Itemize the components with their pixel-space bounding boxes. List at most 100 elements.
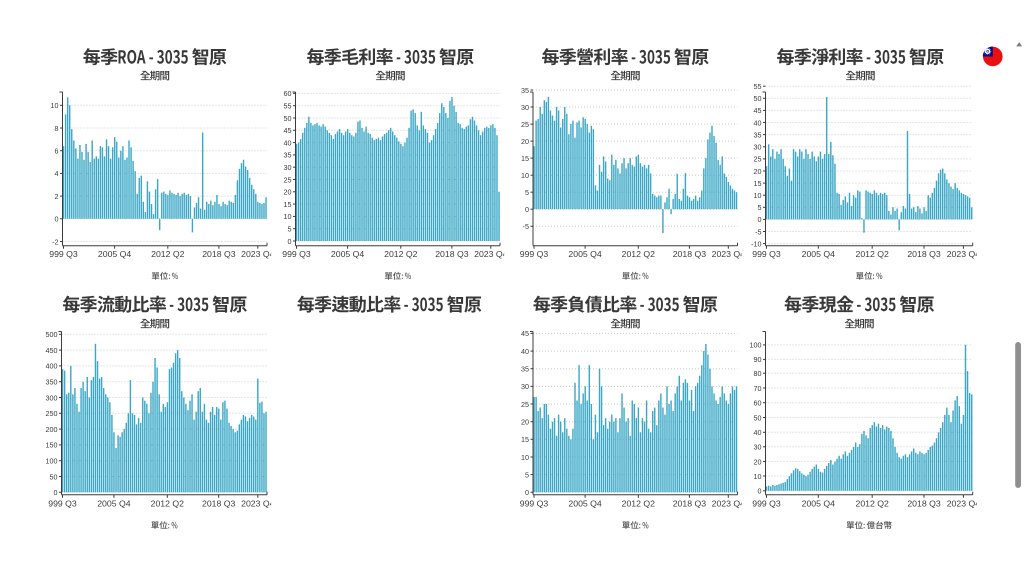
svg-text:40: 40 [754,118,762,127]
svg-text:25: 25 [284,175,292,184]
svg-text:35: 35 [284,151,292,160]
svg-text:45: 45 [521,329,529,338]
svg-text:30: 30 [521,382,529,391]
svg-text:40: 40 [754,428,762,437]
svg-text:50: 50 [50,472,58,481]
svg-text:2012 Q2: 2012 Q2 [622,249,655,259]
svg-text:2: 2 [55,192,59,201]
svg-text:25: 25 [521,400,529,409]
svg-text:2012 Q2: 2012 Q2 [384,249,417,259]
svg-text:20: 20 [754,457,762,466]
svg-text:100: 100 [750,341,762,350]
svg-text:20: 20 [521,137,529,146]
svg-text:2005 Q4: 2005 Q4 [331,249,364,259]
svg-text:150: 150 [46,441,58,450]
svg-text:999 Q3: 999 Q3 [48,498,77,508]
svg-text:5: 5 [525,470,529,479]
svg-text:0: 0 [525,205,529,214]
svg-text:6: 6 [55,147,59,156]
svg-text:35: 35 [521,86,529,95]
svg-text:300: 300 [46,393,58,402]
svg-text:0: 0 [758,487,762,496]
svg-text:50: 50 [754,94,762,103]
svg-text:5: 5 [525,188,529,197]
svg-text:25: 25 [521,120,529,129]
svg-text:45: 45 [284,126,292,135]
svg-text:90: 90 [754,355,762,364]
svg-text:25: 25 [754,155,762,164]
svg-text:40: 40 [521,347,529,356]
svg-text:0: 0 [525,488,529,497]
svg-text:2012 Q2: 2012 Q2 [856,498,889,508]
svg-text:2023 Q4: 2023 Q4 [947,249,980,259]
svg-text:80: 80 [754,369,762,378]
svg-text:35: 35 [521,365,529,374]
svg-text:2018 Q3: 2018 Q3 [202,249,235,259]
svg-text:30: 30 [754,443,762,452]
svg-text:2018 Q3: 2018 Q3 [435,249,468,259]
svg-text:15: 15 [521,154,529,163]
svg-text:2012 Q2: 2012 Q2 [151,498,184,508]
svg-text:999 Q3: 999 Q3 [752,249,781,259]
svg-text:0: 0 [55,215,59,224]
svg-text:55: 55 [754,82,762,91]
svg-text:35: 35 [754,130,762,139]
svg-text:0: 0 [54,488,58,497]
svg-text:60: 60 [754,399,762,408]
svg-text:-5: -5 [755,227,761,236]
svg-text:2012 Q2: 2012 Q2 [856,249,889,259]
svg-text:5: 5 [758,203,762,212]
svg-text:-2: -2 [52,237,58,246]
svg-text:50: 50 [754,413,762,422]
svg-text:10: 10 [521,171,529,180]
svg-text:20: 20 [754,167,762,176]
svg-text:250: 250 [46,409,58,418]
svg-text:50: 50 [284,114,292,123]
svg-text:30: 30 [284,163,292,172]
svg-text:60: 60 [284,89,292,98]
svg-text:15: 15 [754,179,762,188]
svg-text:999 Q3: 999 Q3 [520,498,549,508]
svg-text:2018 Q3: 2018 Q3 [673,498,706,508]
svg-text:40: 40 [284,138,292,147]
svg-text:10: 10 [521,453,529,462]
svg-text:2005 Q4: 2005 Q4 [802,498,835,508]
svg-text:999 Q3: 999 Q3 [520,249,549,259]
svg-text:200: 200 [46,425,58,434]
svg-text:-5: -5 [523,222,529,231]
svg-text:2023 Q4: 2023 Q4 [712,498,745,508]
svg-text:2012 Q2: 2012 Q2 [622,498,655,508]
svg-text:999 Q3: 999 Q3 [282,249,311,259]
svg-text:0: 0 [288,237,292,246]
svg-text:30: 30 [521,103,529,112]
svg-text:2005 Q4: 2005 Q4 [568,498,601,508]
svg-text:2005 Q4: 2005 Q4 [802,249,835,259]
svg-text:10: 10 [754,472,762,481]
svg-text:500: 500 [46,330,58,339]
svg-text:2023 Q4: 2023 Q4 [241,249,274,259]
svg-text:100: 100 [46,457,58,466]
svg-text:2023 Q4: 2023 Q4 [241,498,274,508]
svg-text:15: 15 [521,435,529,444]
svg-text:15: 15 [284,200,292,209]
svg-text:2005 Q4: 2005 Q4 [568,249,601,259]
svg-text:0: 0 [758,215,762,224]
svg-text:10: 10 [284,212,292,221]
svg-text:20: 20 [284,188,292,197]
svg-text:999 Q3: 999 Q3 [49,249,78,259]
svg-text:70: 70 [754,384,762,393]
svg-text:30: 30 [754,143,762,152]
svg-text:350: 350 [46,378,58,387]
svg-text:45: 45 [754,106,762,115]
svg-text:20: 20 [521,418,529,427]
svg-text:2005 Q4: 2005 Q4 [97,498,130,508]
svg-text:2023 Q4: 2023 Q4 [474,249,507,259]
svg-text:2018 Q3: 2018 Q3 [907,249,940,259]
svg-text:10: 10 [754,191,762,200]
svg-text:2018 Q3: 2018 Q3 [673,249,706,259]
svg-text:2023 Q4: 2023 Q4 [947,498,980,508]
svg-text:8: 8 [55,124,59,133]
svg-text:10: 10 [51,101,59,110]
svg-text:999 Q3: 999 Q3 [752,498,781,508]
svg-text:5: 5 [288,225,292,234]
